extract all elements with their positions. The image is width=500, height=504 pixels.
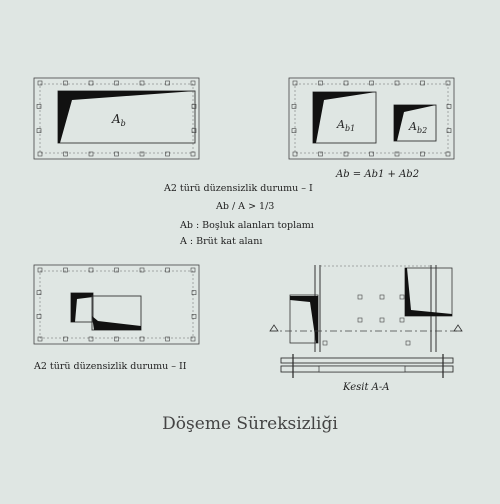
column-marker (37, 336, 43, 342)
column-marker (357, 294, 363, 300)
column-marker (191, 290, 197, 295)
opening-2a-shaded (313, 92, 376, 143)
column-marker (88, 80, 94, 86)
column-marker (343, 151, 349, 157)
column-marker (420, 80, 425, 86)
plan-1-grid (39, 83, 194, 154)
column-marker (63, 80, 68, 86)
column-marker (114, 267, 119, 273)
opening-3b-shaded (92, 316, 141, 330)
column-marker (114, 80, 119, 86)
definition-a: A : Brüt kat alanı (179, 236, 262, 247)
plan-3-outer (33, 264, 200, 345)
section-view: Kesit A-A (269, 265, 463, 393)
column-marker (114, 336, 119, 342)
column-markers (36, 80, 452, 346)
column-marker (139, 267, 145, 273)
column-marker (36, 128, 42, 133)
plan-3-grid (39, 270, 194, 339)
column-marker (445, 80, 451, 86)
plan-2-grid (294, 83, 449, 154)
description-block: A2 türü düzensizlik durumu – I Ab / A > … (163, 183, 314, 247)
column-marker (191, 104, 197, 109)
column-marker (165, 80, 170, 86)
ratio-condition: Ab / A > 1/3 (215, 201, 274, 212)
opening-2b-shaded (394, 105, 436, 141)
column-marker (292, 80, 298, 86)
column-marker (420, 151, 425, 157)
column-marker (36, 104, 42, 109)
column-marker (139, 151, 145, 157)
title-case-2: A2 türü düzensizlik durumu – II (33, 361, 187, 372)
column-marker (343, 80, 349, 86)
column-marker (139, 80, 145, 86)
column-marker (37, 80, 43, 86)
column-marker (446, 128, 452, 133)
column-marker (446, 104, 452, 109)
column-marker (318, 80, 323, 86)
void-left-shaded (290, 296, 318, 343)
column-marker (399, 317, 405, 323)
plan-2-outer (288, 77, 455, 160)
column-marker (357, 317, 363, 323)
plan-view-1: Ab (33, 77, 200, 160)
column-marker (405, 340, 411, 346)
column-marker (37, 267, 43, 273)
column-marker (165, 151, 170, 157)
column-marker (36, 290, 42, 295)
column-marker (322, 340, 328, 346)
plan-1-outer (33, 77, 200, 160)
column-marker (379, 317, 385, 323)
opening-1-shaded (58, 91, 195, 143)
column-marker (191, 128, 197, 133)
column-marker (165, 336, 170, 342)
column-marker (36, 314, 42, 319)
column-marker (190, 336, 196, 342)
column-marker (88, 151, 94, 157)
column-marker (318, 151, 323, 157)
column-marker (88, 267, 94, 273)
label-ab2: Ab2 (408, 120, 427, 135)
section-slab-opening (318, 365, 406, 373)
column-marker (291, 128, 297, 133)
column-marker (63, 267, 68, 273)
column-marker (445, 151, 451, 157)
definition-ab: Ab : Boşluk alanları toplamı (179, 220, 314, 231)
column-marker (114, 151, 119, 157)
formula-sum: Ab = Ab1 + Ab2 (335, 169, 419, 180)
column-marker (37, 151, 43, 157)
column-marker (394, 80, 400, 86)
column-marker (399, 294, 405, 300)
opening-3a-shaded (71, 293, 93, 322)
label-ab: Ab (111, 112, 126, 128)
title-case-1: A2 türü düzensizlik durumu – I (163, 183, 313, 194)
section-slab-top (280, 357, 454, 364)
column-marker (88, 336, 94, 342)
column-marker (369, 151, 374, 157)
column-marker (139, 336, 145, 342)
plan-view-3: A2 türü düzensizlik durumu – II (33, 264, 200, 372)
section-arrow-right (453, 324, 463, 332)
void-right-shaded (405, 268, 452, 316)
section-arrow-left (269, 324, 279, 332)
void-right-outline (404, 267, 453, 317)
column-marker (190, 151, 196, 157)
column-marker (165, 267, 170, 273)
figure-caption: Döşeme Süreksizliği (162, 414, 338, 434)
column-marker (394, 151, 400, 157)
column-marker (291, 104, 297, 109)
column-marker (369, 80, 374, 86)
column-marker (191, 314, 197, 319)
column-marker (63, 151, 68, 157)
plan-view-2: Ab1 Ab2 Ab = Ab1 + Ab2 (288, 77, 455, 180)
label-ab1: Ab1 (336, 118, 355, 133)
column-marker (379, 294, 385, 300)
column-marker (190, 267, 196, 273)
column-marker (292, 151, 298, 157)
section-label: Kesit A-A (342, 382, 389, 393)
column-marker (63, 336, 68, 342)
column-marker (190, 80, 196, 86)
